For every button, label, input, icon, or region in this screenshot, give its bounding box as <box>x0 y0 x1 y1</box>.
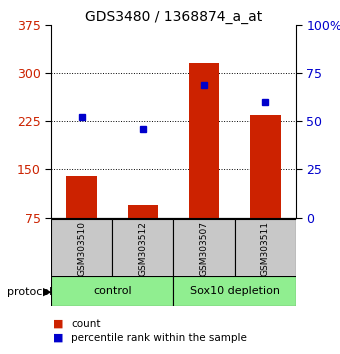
Text: control: control <box>93 286 132 296</box>
Bar <box>173 219 235 278</box>
Bar <box>189 63 219 218</box>
Text: count: count <box>71 319 101 329</box>
Bar <box>235 219 296 278</box>
Text: GSM303511: GSM303511 <box>261 221 270 276</box>
Text: GSM303510: GSM303510 <box>77 221 86 276</box>
Text: protocol: protocol <box>7 287 52 297</box>
Text: GSM303507: GSM303507 <box>200 221 208 276</box>
Text: ■: ■ <box>53 319 63 329</box>
Bar <box>128 205 158 218</box>
Title: GDS3480 / 1368874_a_at: GDS3480 / 1368874_a_at <box>85 10 262 24</box>
Bar <box>250 115 280 218</box>
Bar <box>51 276 173 306</box>
Text: GSM303512: GSM303512 <box>138 221 147 276</box>
Text: percentile rank within the sample: percentile rank within the sample <box>71 333 247 343</box>
Text: ■: ■ <box>53 333 63 343</box>
Bar <box>66 176 97 218</box>
Text: Sox10 depletion: Sox10 depletion <box>190 286 279 296</box>
Bar <box>173 276 296 306</box>
Bar <box>112 219 173 278</box>
Bar <box>51 219 112 278</box>
Text: ▶: ▶ <box>43 287 51 297</box>
